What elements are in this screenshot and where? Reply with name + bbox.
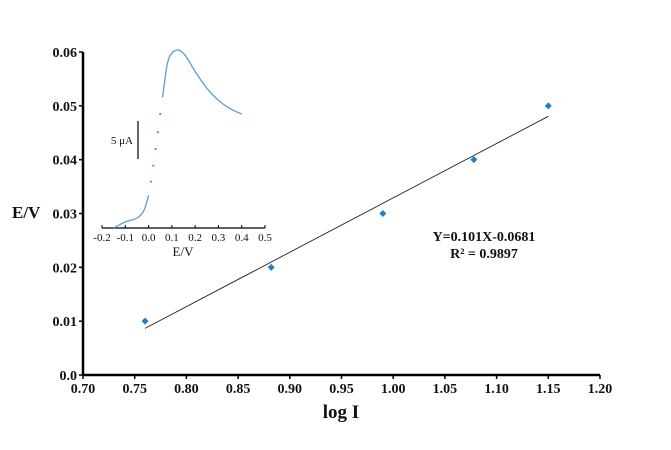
y-tick-label: 0.02 — [53, 261, 78, 276]
x-tick-label: 0.95 — [329, 382, 354, 397]
inset-scale-bar-label: 5 μA — [111, 135, 133, 147]
inset-x-tick-label: 0.4 — [235, 232, 249, 244]
inset-dot — [154, 147, 157, 151]
x-axis-label: log I — [323, 402, 359, 423]
inset-x-tick-label: -0.2 — [93, 232, 110, 244]
fit-line — [144, 115, 549, 329]
y-tick-label: 0.03 — [53, 208, 78, 223]
inset-dot — [149, 180, 152, 183]
data-point — [544, 102, 552, 110]
x-tick-label: 1.05 — [433, 382, 458, 397]
inset-curve-upper — [161, 49, 242, 115]
inset-x-axis-label: E/V — [173, 244, 195, 259]
data-point — [141, 317, 149, 325]
x-tick-label: 0.75 — [122, 382, 147, 397]
inset-curve-lower — [113, 195, 150, 229]
x-tick-label: 0.90 — [278, 382, 303, 397]
y-tick-label: 0.01 — [53, 315, 78, 330]
x-tick-label: 1.15 — [536, 382, 561, 397]
data-point — [379, 210, 387, 217]
y-tick-label: 0.04 — [53, 154, 78, 169]
inset-x-tick-label: 0.3 — [212, 232, 226, 244]
x-tick-label: 1.20 — [588, 382, 613, 397]
y-tick-label: 0.0 — [60, 369, 78, 384]
y-tick-label: 0.06 — [53, 46, 78, 61]
data-point — [470, 156, 478, 164]
inset-x-tick-label: -0.1 — [117, 232, 134, 244]
x-tick-label: 1.10 — [484, 382, 509, 397]
y-axis-label: E/V — [12, 203, 41, 222]
inset-x-tick-label: 0.1 — [165, 232, 179, 244]
x-tick-label: 0.85 — [226, 382, 251, 397]
inset-dot — [159, 112, 162, 116]
x-tick-label: 0.70 — [71, 382, 96, 397]
y-tick-label: 0.05 — [53, 100, 78, 115]
inset-dot — [156, 131, 159, 134]
fit-equation: Y=0.101X-0.0681 — [433, 230, 536, 245]
r-squared: R² = 0.9897 — [450, 247, 518, 262]
inset-dot — [152, 164, 155, 167]
inset-x-tick-label: 0.0 — [142, 232, 156, 244]
inset-x-tick-label: 0.2 — [188, 232, 202, 244]
x-tick-label: 0.80 — [174, 382, 199, 397]
inset-x-tick-label: 0.5 — [258, 232, 272, 244]
data-point — [267, 263, 275, 271]
x-tick-label: 1.00 — [381, 382, 406, 397]
